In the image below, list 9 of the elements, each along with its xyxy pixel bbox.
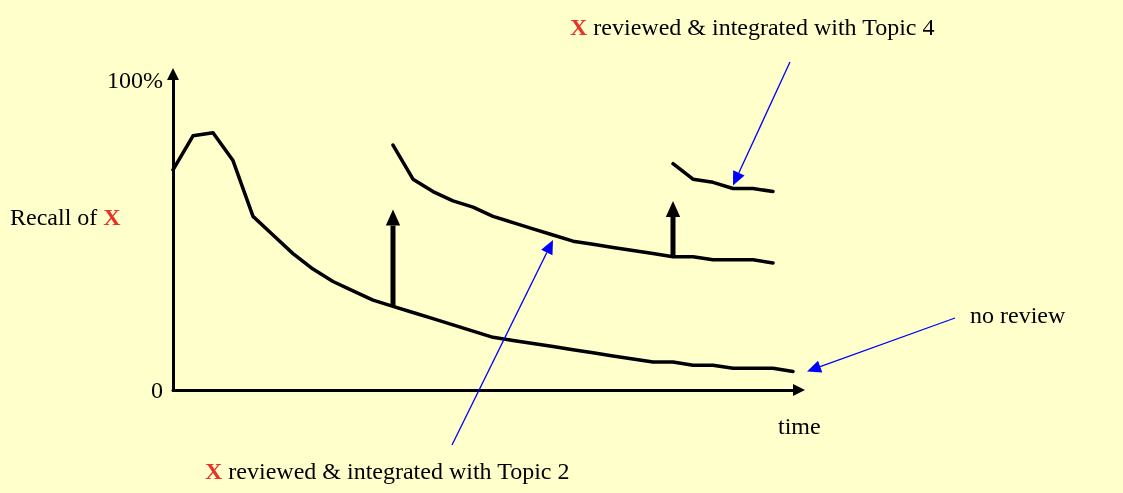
line-series bbox=[391, 143, 775, 265]
line-series bbox=[671, 161, 775, 194]
text: X reviewed & integrated with Topic 2 bbox=[205, 458, 570, 484]
text: X reviewed & integrated with Topic 4 bbox=[570, 14, 935, 40]
x-axis-title: time bbox=[778, 413, 821, 439]
y-tick-label: 0 bbox=[151, 377, 163, 403]
y-tick-label: 100% bbox=[107, 67, 163, 93]
y-axis-title: Recall of X bbox=[10, 204, 121, 230]
text: no review bbox=[970, 302, 1066, 328]
